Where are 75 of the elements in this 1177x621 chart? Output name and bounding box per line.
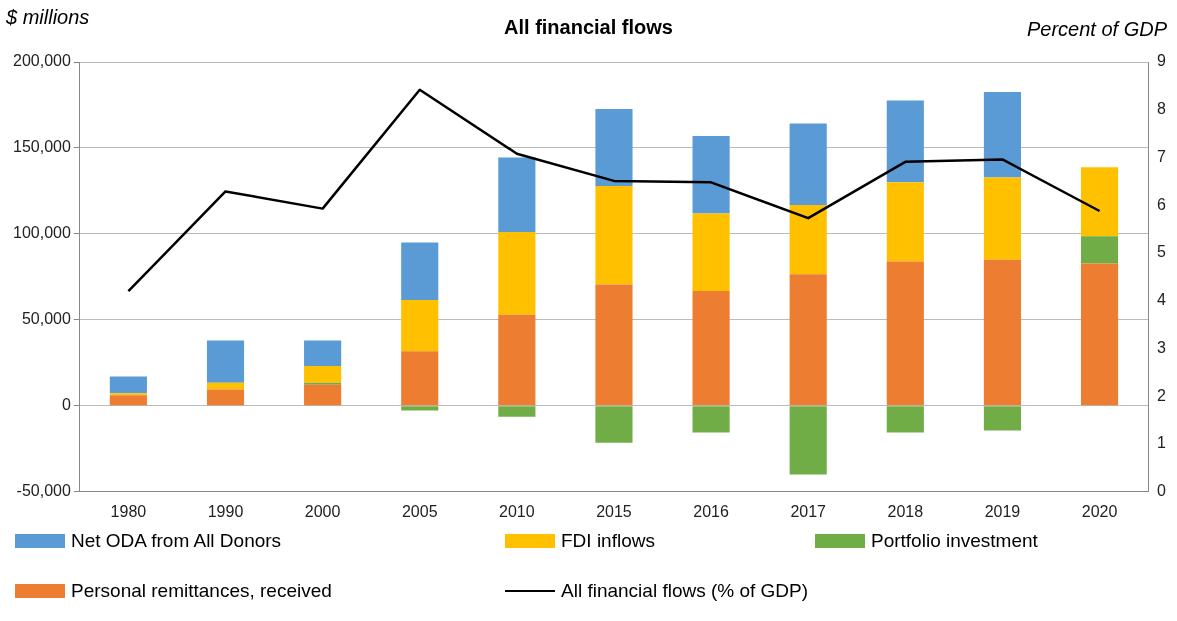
bar (206, 389, 245, 406)
bar (109, 395, 147, 406)
bar (983, 177, 1021, 260)
x-tick-label: 2018 (887, 502, 924, 520)
bar (206, 382, 245, 390)
y2-tick-label: 9 (1157, 52, 1167, 70)
y2-tick-label: 1 (1157, 434, 1167, 452)
bar (109, 393, 147, 396)
y2-tick-label: 2 (1157, 386, 1167, 404)
bar (983, 259, 1021, 406)
bar (206, 340, 245, 383)
x-tick-label: 2020 (1081, 502, 1118, 520)
bar (886, 100, 924, 183)
bar (886, 182, 924, 262)
bar (109, 376, 147, 394)
bar (401, 406, 439, 411)
x-tick-label: 2017 (790, 502, 827, 520)
y-axis-title: $ millions (6, 6, 90, 29)
bar (304, 384, 342, 406)
bar (595, 406, 633, 443)
bar (983, 92, 1021, 178)
x-tick-label: 2000 (304, 502, 341, 520)
y2-tick-label: 3 (1157, 338, 1167, 356)
bar (789, 274, 827, 406)
bar (886, 406, 924, 433)
y-tick-label: 100,000 (12, 224, 71, 242)
bar (1080, 167, 1119, 237)
y-tick-label: 0 (61, 396, 71, 414)
legend-label: Portfolio investment (871, 530, 1038, 552)
y2-tick-label: 8 (1157, 100, 1167, 118)
bar (692, 213, 730, 291)
y-tick-label: 150,000 (12, 138, 71, 156)
legend-label: FDI inflows (561, 530, 655, 552)
bar (498, 232, 536, 315)
bar (304, 340, 342, 366)
y-tick-label: 200,000 (12, 52, 71, 70)
bar (789, 123, 827, 206)
x-tick-label: 2010 (499, 502, 535, 520)
bar (498, 314, 536, 406)
legend-label: All financial flows (% of GDP) (561, 580, 809, 602)
y-tick-label: -50,000 (16, 482, 71, 500)
bar (789, 406, 827, 475)
y-tick-label: 50,000 (21, 310, 71, 328)
x-tick-label: 2016 (693, 502, 729, 520)
chart-title: All financial flows (504, 16, 673, 38)
bar (595, 108, 633, 186)
bar (498, 157, 536, 233)
bar (983, 406, 1021, 431)
bar (692, 291, 730, 406)
bar (789, 205, 827, 275)
y2-axis-title: Percent of GDP (1026, 18, 1167, 41)
bar (595, 185, 633, 285)
bar (692, 406, 730, 433)
y2-tick-label: 0 (1157, 482, 1167, 500)
x-tick-label: 2015 (596, 502, 632, 520)
y2-tick-label: 7 (1157, 147, 1167, 165)
y2-tick-label: 5 (1157, 243, 1167, 261)
bar (692, 135, 730, 214)
bar (1080, 236, 1119, 264)
x-tick-label: 1980 (110, 502, 147, 520)
x-tick-label: 2005 (401, 502, 438, 520)
legend-label: Personal remittances, received (71, 580, 332, 602)
bar (401, 242, 439, 300)
bar (886, 261, 924, 406)
y2-tick-label: 4 (1157, 291, 1167, 309)
bar (1080, 263, 1119, 406)
bar (401, 299, 439, 352)
bar (498, 406, 536, 417)
bar (304, 365, 342, 383)
x-tick-label: 1990 (207, 502, 244, 520)
bar (595, 284, 633, 406)
x-tick-label: 2019 (984, 502, 1021, 520)
bar (401, 351, 439, 406)
legend-label: Net ODA from All Donors (71, 530, 282, 552)
y2-tick-label: 6 (1157, 195, 1167, 213)
